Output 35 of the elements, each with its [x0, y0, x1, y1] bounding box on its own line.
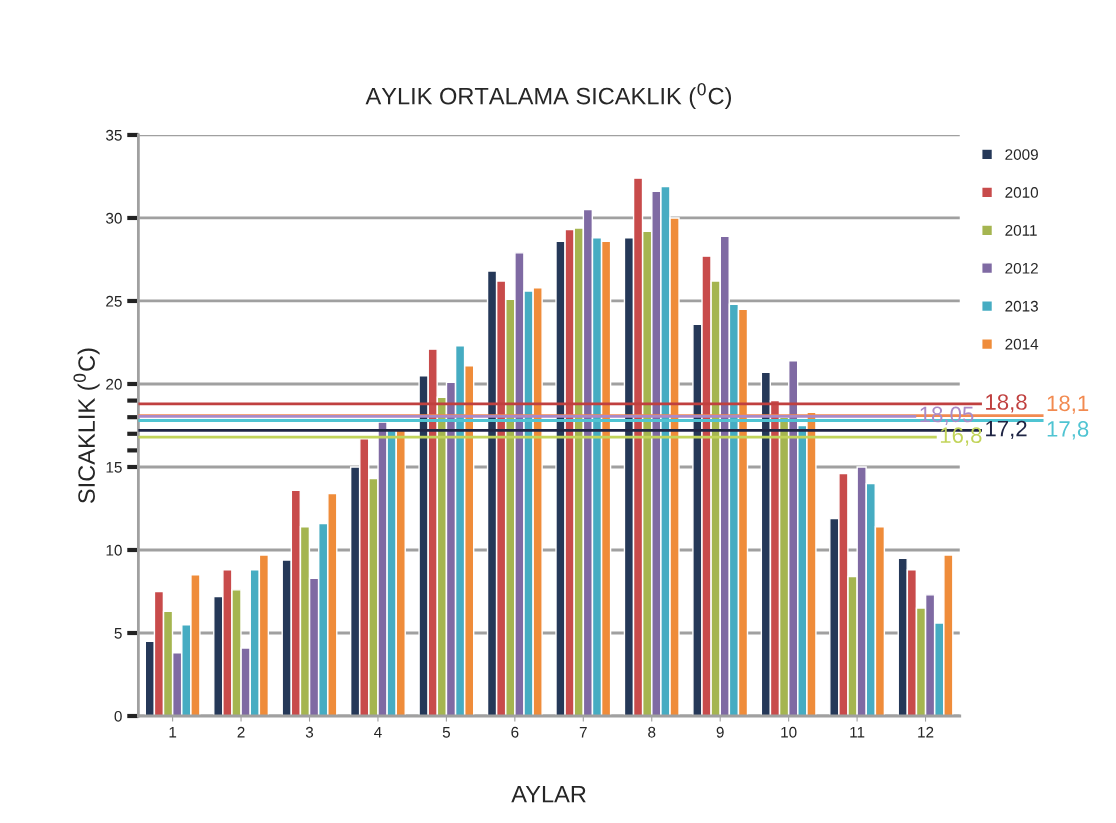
x-tick-label: 2: [237, 726, 245, 738]
x-tick-label: 12: [918, 726, 934, 738]
ref-line-label: 18,8: [986, 394, 1027, 413]
y-tick-label: 20: [106, 378, 122, 390]
ref-line-label: 18,05: [920, 406, 974, 425]
y-tick-label: 10: [106, 544, 122, 556]
ref-line-label: 17,8: [1047, 421, 1089, 440]
legend-label: 2010: [1005, 187, 1039, 198]
x-tick-label: 11: [850, 726, 865, 738]
ref-line-label: 17,2: [986, 420, 1027, 440]
y-axis-title: SICAKLIK ($^{0}$C): [73, 348, 100, 504]
x-tick-label: 8: [648, 726, 656, 738]
legend-label: 2013: [1005, 300, 1038, 312]
y-tick-label: 25: [106, 295, 122, 307]
legend-label: 2012: [1005, 262, 1038, 274]
x-tick-label: 9: [716, 726, 724, 738]
chart-title: AYLIK ORTALAMA SICAKLIK ($^{0}$C): [365, 82, 731, 110]
x-tick-label: 10: [781, 726, 797, 738]
x-tick-label: 7: [579, 726, 587, 738]
y-tick-label: 0: [114, 710, 122, 722]
y-tick-label: 5: [114, 628, 122, 639]
x-tick-label: 1: [169, 726, 177, 738]
x-axis-title: AYLAR: [511, 785, 586, 803]
y-tick-label: 35: [106, 129, 122, 141]
x-tick-label: 5: [442, 726, 451, 738]
y-tick-label: 30: [106, 212, 122, 224]
legend-label: 2009: [1005, 149, 1038, 160]
y-tick-label: 15: [106, 462, 122, 473]
legend-label: 2011: [1005, 224, 1037, 236]
ref-line-label: 18,1: [1047, 395, 1089, 414]
legend-label: 2014: [1005, 338, 1039, 350]
ref-line-label: 16,8: [940, 427, 982, 446]
x-tick-label: 3: [305, 726, 314, 738]
x-tick-label: 4: [374, 726, 382, 738]
x-tick-label: 6: [511, 726, 519, 738]
